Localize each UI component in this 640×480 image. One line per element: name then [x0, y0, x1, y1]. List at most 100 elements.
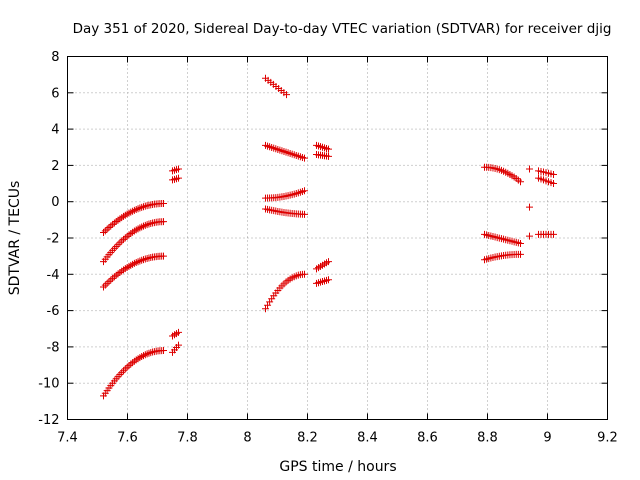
data-point [145, 349, 153, 357]
series-arc-c5 [262, 270, 308, 313]
data-point [301, 210, 308, 218]
data-point [143, 221, 151, 229]
data-point [123, 363, 131, 371]
data-point [160, 347, 167, 355]
data-point [145, 220, 153, 228]
y-tick-label: 0 [51, 195, 59, 210]
x-tick-label: 9.2 [597, 431, 618, 446]
data-point [136, 354, 144, 362]
data-point [127, 261, 135, 269]
data-point [120, 367, 127, 375]
data-point [105, 278, 113, 286]
series-arc-d1 [313, 141, 332, 153]
data-point [123, 210, 131, 218]
data-point [136, 204, 144, 212]
data-point [103, 225, 111, 233]
data-point [141, 255, 149, 263]
x-tick-label: 7.8 [177, 431, 198, 446]
data-point [121, 211, 129, 219]
data-point [325, 145, 332, 153]
series-arc-g2 [535, 174, 557, 188]
data-point [301, 187, 308, 195]
data-point [136, 257, 144, 265]
data-point [101, 281, 109, 289]
data-point [125, 231, 133, 239]
data-point [160, 200, 167, 208]
x-tick-label: 8.6 [417, 431, 438, 446]
series-arc-e1 [481, 163, 524, 186]
chart-title: Day 351 of 2020, Sidereal Day-to-day VTE… [73, 21, 612, 37]
x-tick-label: 8 [243, 431, 251, 446]
data-point [107, 222, 115, 230]
data-point [109, 220, 117, 228]
data-point [175, 165, 182, 173]
y-tick-label: -6 [47, 304, 60, 319]
data-point [101, 227, 109, 235]
series-arc-c4 [262, 205, 308, 218]
y-tick-label: 4 [51, 123, 59, 138]
y-tick-label: -10 [38, 377, 59, 392]
data-point [517, 250, 524, 258]
y-tick-label: -2 [47, 232, 60, 247]
y-tick-label: 2 [51, 159, 59, 174]
data-point [134, 205, 142, 213]
data-point [526, 232, 533, 240]
series-arc-b2 [169, 174, 182, 184]
data-point [136, 224, 144, 232]
data-point [127, 230, 135, 238]
y-tick-label: -4 [47, 268, 60, 283]
data-point [114, 241, 122, 249]
data-point [129, 207, 137, 215]
data-point [134, 258, 142, 266]
x-tick-label: 8.4 [357, 431, 378, 446]
series-arc-a2 [100, 218, 167, 266]
series-arc-d4 [313, 276, 332, 287]
data-point [138, 223, 146, 231]
data-point [134, 355, 142, 363]
data-point [130, 357, 138, 365]
data-point [110, 273, 118, 281]
data-point [141, 351, 149, 359]
data-point [121, 365, 129, 373]
data-point [517, 239, 524, 247]
y-axis: -12 -10 -8 -6 -4 -2 0 2 4 6 8 [38, 50, 608, 428]
data-point [129, 228, 137, 236]
data-point [550, 170, 557, 178]
data-point [110, 219, 118, 227]
y-tick-label: -12 [38, 413, 59, 428]
y-tick-label: 8 [51, 50, 59, 65]
data-point [116, 215, 124, 223]
data-point [526, 165, 533, 173]
data-point [301, 270, 308, 278]
data-point [140, 222, 147, 230]
data-point [123, 232, 131, 240]
data-point [134, 225, 142, 233]
data-point [125, 209, 133, 217]
grid-lines [67, 56, 608, 420]
data-point [147, 349, 155, 357]
data-point [120, 212, 127, 220]
data-point [262, 305, 269, 313]
series-arc-g1 [535, 167, 557, 178]
data-point [140, 352, 147, 360]
data-point [103, 279, 111, 287]
data-point [132, 206, 140, 214]
series-arc-a1 [100, 200, 167, 237]
data-point [112, 271, 120, 279]
data-point [325, 152, 332, 160]
x-axis-label: GPS time / hours [279, 459, 396, 475]
data-point [325, 258, 332, 266]
series-arc-e3 [481, 250, 524, 264]
data-point [132, 356, 140, 364]
series-arc-f1 [526, 165, 533, 173]
data-point [325, 276, 332, 284]
data-point [121, 265, 129, 273]
data-point [175, 174, 182, 182]
data-point [129, 260, 137, 268]
series-arc-a3 [100, 252, 167, 291]
series-arc-d3 [313, 258, 332, 273]
data-point [140, 256, 147, 264]
data-point [114, 270, 122, 278]
data-point [116, 239, 124, 247]
